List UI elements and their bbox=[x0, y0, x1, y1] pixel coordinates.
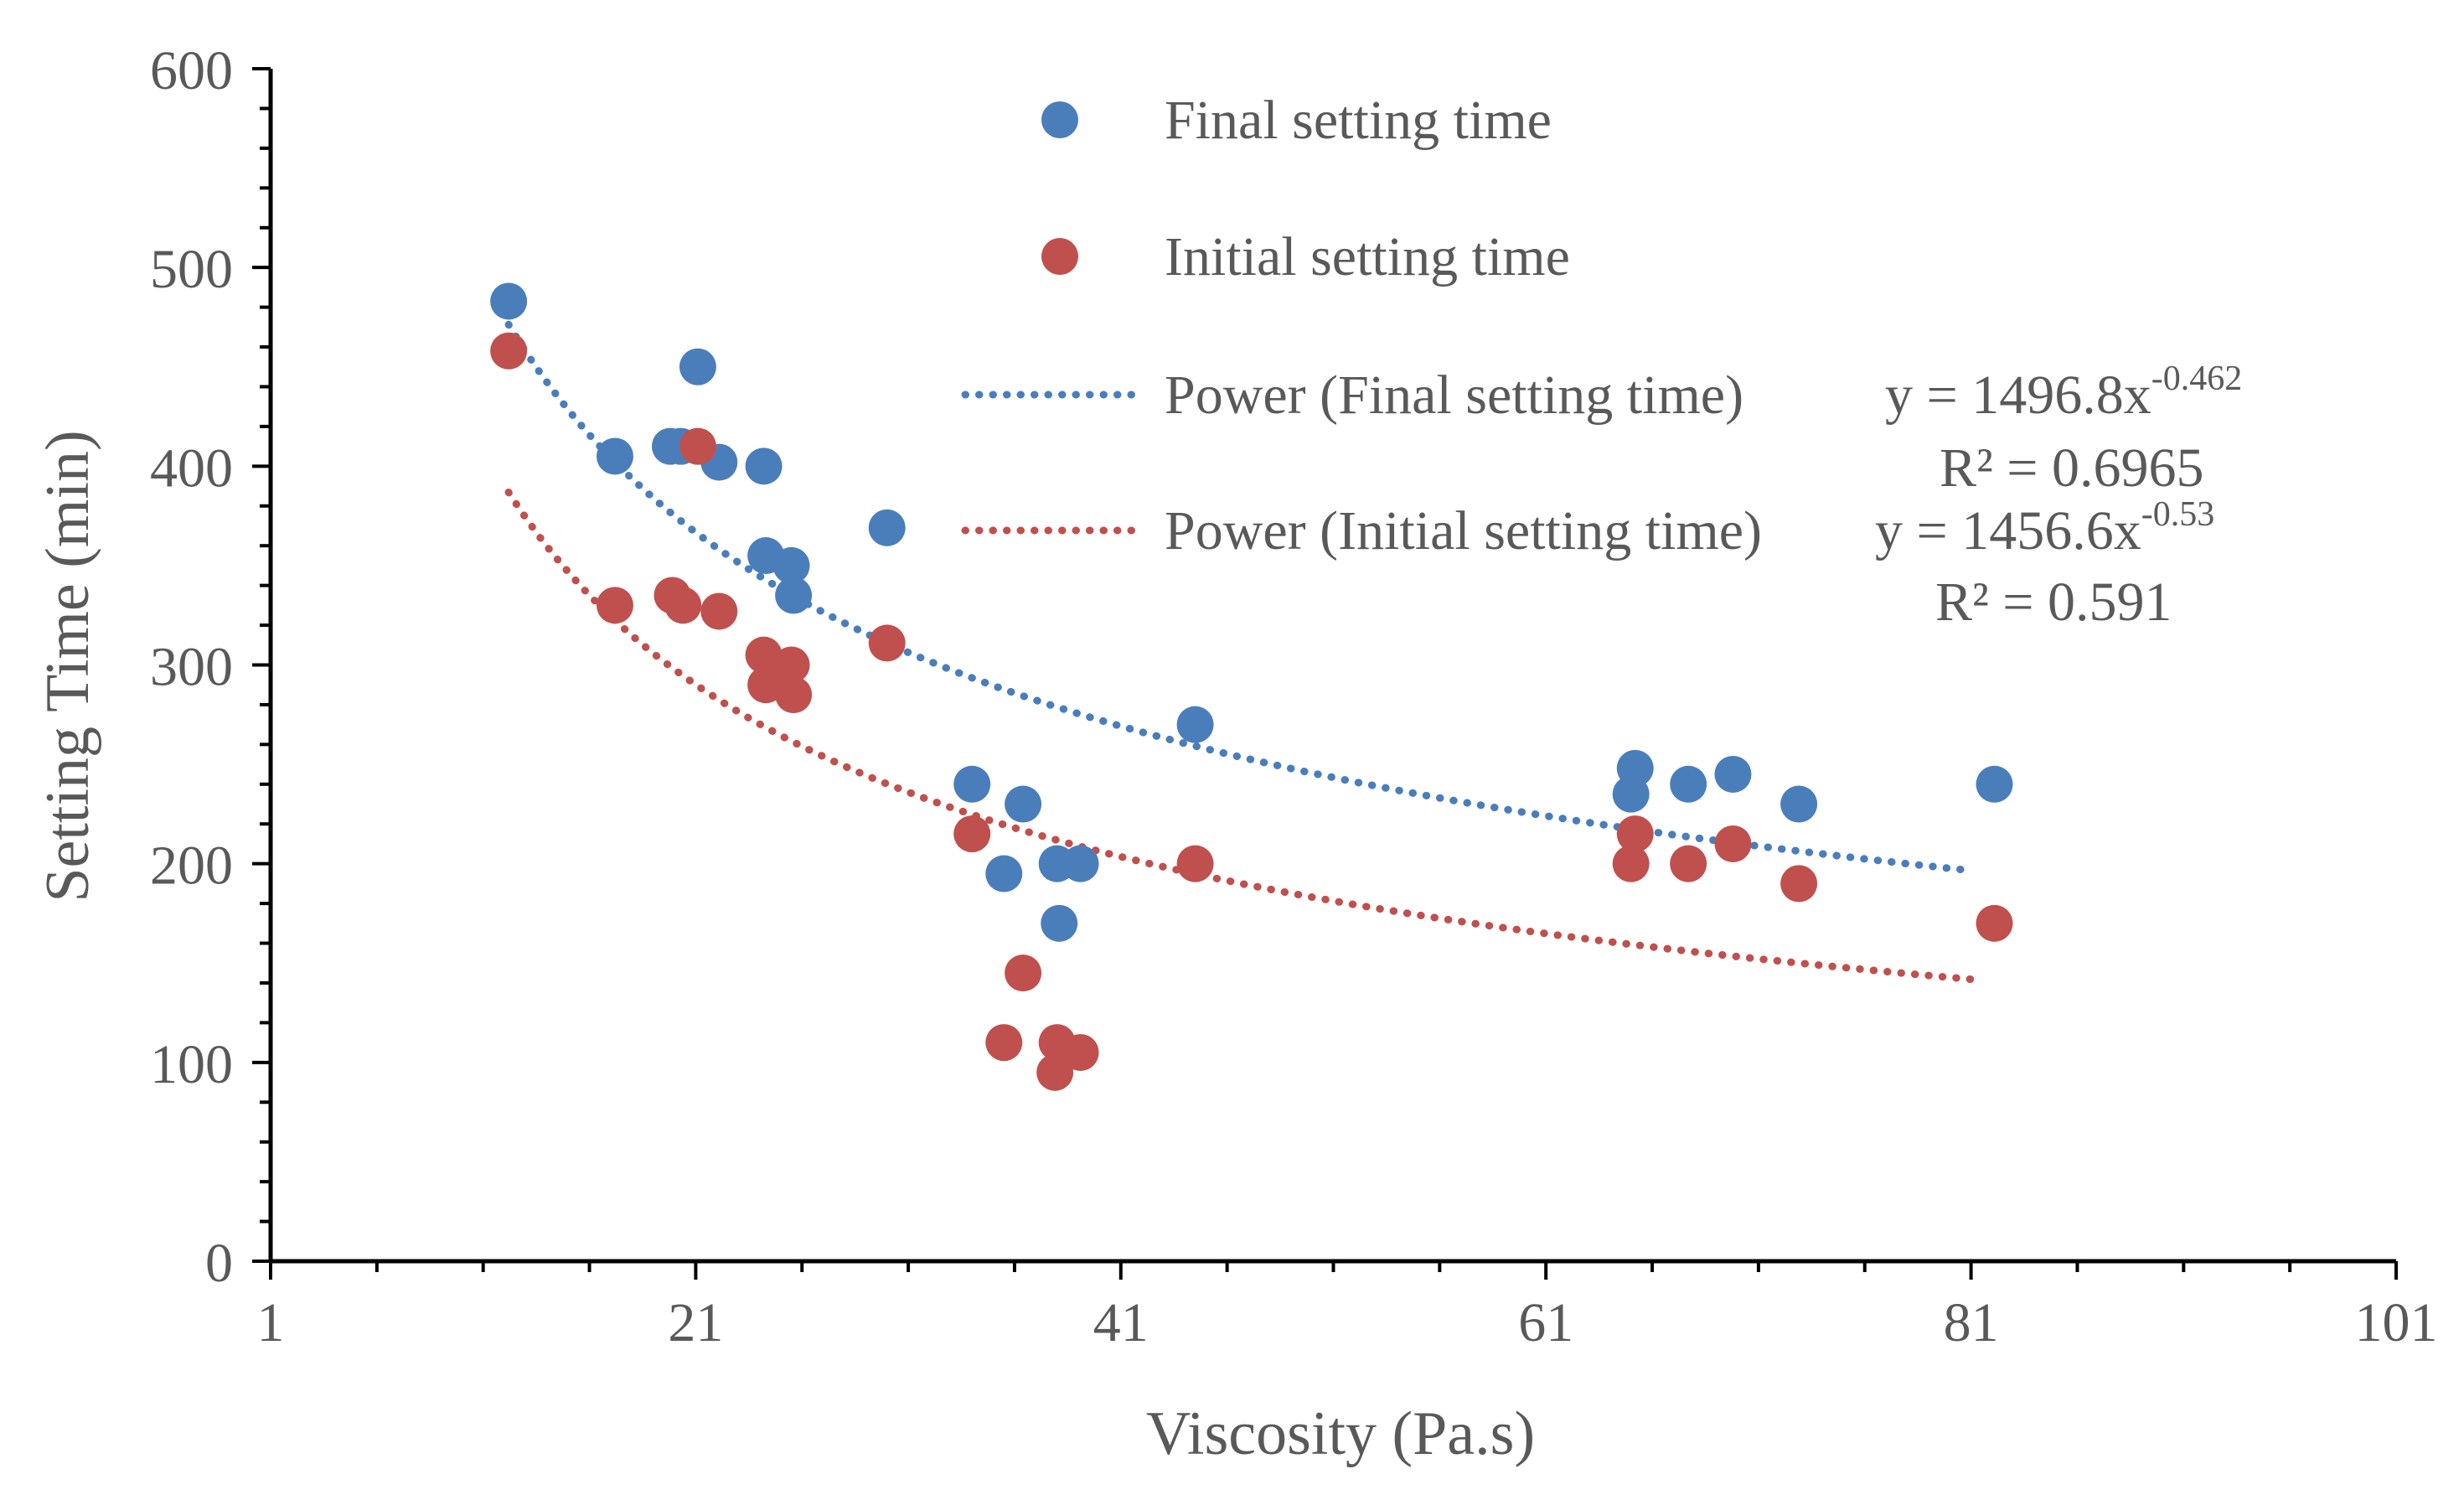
point-initial bbox=[1616, 815, 1654, 853]
y-axis-title: Setting Time (min) bbox=[34, 430, 102, 902]
point-final bbox=[1670, 765, 1707, 803]
legend-marker-final bbox=[1041, 101, 1078, 138]
point-final bbox=[1780, 785, 1818, 823]
r2-final: R² = 0.6965 bbox=[1940, 437, 2204, 499]
point-final bbox=[1176, 706, 1214, 743]
trend-equations: y = 1496.8x-0.462 R² = 0.6965 y = 1456.6… bbox=[1875, 360, 2242, 633]
point-initial bbox=[868, 624, 906, 662]
point-final bbox=[1005, 785, 1042, 823]
x-tick-label: 81 bbox=[1944, 1292, 1999, 1353]
trendline-initial bbox=[504, 489, 1977, 984]
legend-label-initial: Initial setting time bbox=[1165, 226, 1570, 287]
point-initial bbox=[1976, 904, 2013, 942]
point-initial bbox=[953, 815, 991, 853]
point-initial bbox=[679, 427, 716, 465]
axes: 0 100 200 300 400 500 600 1 21 41 61 81 101 bbox=[150, 40, 2438, 1353]
x-tick-label: 1 bbox=[257, 1292, 285, 1353]
point-initial bbox=[1176, 845, 1214, 882]
legend-marker-initial bbox=[1041, 238, 1078, 275]
point-initial bbox=[700, 592, 738, 630]
point-final bbox=[953, 765, 991, 803]
legend: Final setting time Initial setting time … bbox=[961, 90, 1762, 561]
point-final bbox=[775, 577, 813, 614]
point-initial bbox=[1714, 825, 1752, 862]
equation-final: y = 1496.8x-0.462 bbox=[1885, 360, 2242, 426]
y-tick-label: 0 bbox=[205, 1233, 233, 1294]
legend-label-final: Final setting time bbox=[1165, 90, 1552, 151]
r2-initial: R² = 0.591 bbox=[1935, 572, 2172, 633]
x-tick-label: 41 bbox=[1093, 1292, 1149, 1353]
equation-initial-base: y = 1456.6x bbox=[1875, 500, 2141, 561]
y-tick-label: 200 bbox=[150, 835, 233, 897]
x-tick-label: 21 bbox=[668, 1292, 723, 1353]
point-final bbox=[1041, 904, 1078, 942]
point-initial bbox=[664, 587, 702, 624]
y-tick-label: 300 bbox=[150, 637, 233, 698]
point-initial bbox=[775, 676, 813, 714]
point-initial bbox=[1062, 1033, 1099, 1071]
point-final bbox=[1976, 765, 2013, 803]
point-initial bbox=[1005, 954, 1042, 992]
point-final bbox=[772, 546, 810, 584]
point-final bbox=[490, 282, 528, 320]
point-initial bbox=[985, 1024, 1023, 1062]
equation-initial: y = 1456.6x-0.53 bbox=[1875, 495, 2214, 561]
point-final bbox=[745, 447, 783, 485]
point-final bbox=[1062, 845, 1099, 882]
point-final bbox=[1616, 749, 1654, 787]
equation-final-exponent: -0.462 bbox=[2151, 360, 2243, 398]
point-initial bbox=[1036, 1053, 1074, 1091]
y-tick-label: 400 bbox=[150, 437, 233, 499]
point-initial bbox=[1612, 845, 1650, 882]
x-axis-title: Viscosity (Pa.s) bbox=[1146, 1399, 1535, 1468]
x-tick-label: 61 bbox=[1518, 1292, 1573, 1353]
x-tick-label: 101 bbox=[2355, 1292, 2438, 1353]
legend-label-trend-initial: Power (Initial setting time) bbox=[1165, 500, 1762, 561]
point-initial bbox=[490, 332, 528, 370]
point-final bbox=[679, 348, 716, 385]
point-final bbox=[985, 855, 1023, 892]
y-tick-label: 600 bbox=[150, 40, 233, 101]
points-layer bbox=[490, 282, 2013, 1091]
point-initial bbox=[1670, 845, 1707, 882]
equation-initial-exponent: -0.53 bbox=[2141, 495, 2215, 534]
point-final bbox=[1714, 755, 1752, 793]
point-final bbox=[868, 509, 906, 546]
point-initial bbox=[596, 587, 633, 624]
point-final bbox=[596, 437, 633, 475]
point-initial bbox=[772, 646, 810, 684]
legend-label-trend-final: Power (Final setting time) bbox=[1165, 365, 1743, 426]
equation-final-base: y = 1496.8x bbox=[1885, 365, 2151, 426]
y-tick-label: 100 bbox=[150, 1034, 233, 1095]
point-initial bbox=[1780, 865, 1818, 903]
y-tick-label: 500 bbox=[150, 239, 233, 300]
